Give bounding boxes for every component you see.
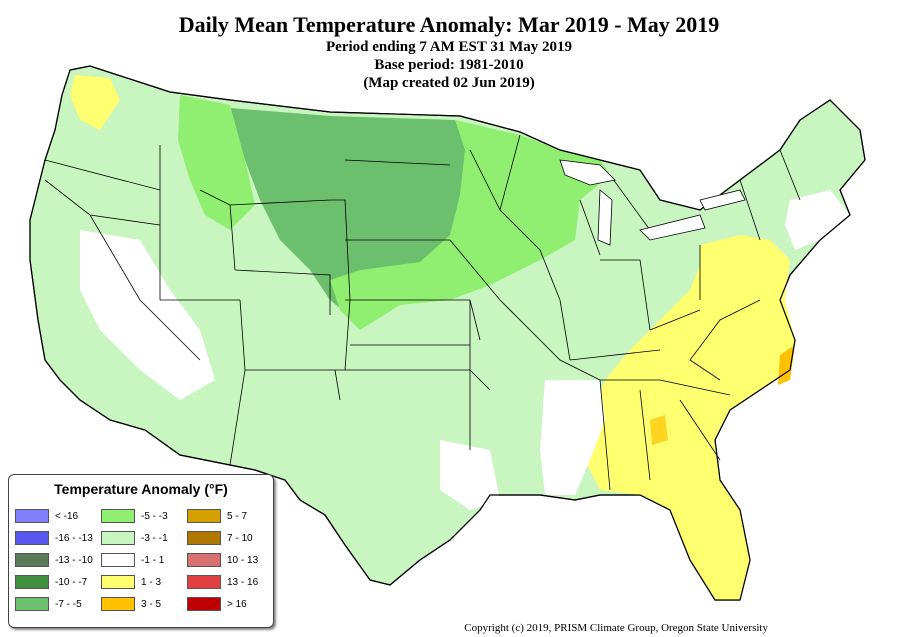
legend-swatch	[187, 509, 221, 523]
legend-item: 7 - 10	[187, 531, 253, 545]
legend-item: -1 - 1	[101, 553, 164, 567]
legend-label: 7 - 10	[227, 532, 253, 544]
legend-label: > 16	[227, 598, 247, 610]
created-line: (Map created 02 Jun 2019)	[363, 75, 535, 91]
legend-label: 5 - 7	[227, 510, 248, 522]
legend-label: -3 - -1	[141, 532, 168, 544]
state-boundaries	[44, 134, 801, 491]
region-northwest-green	[178, 95, 255, 230]
legend-title: Temperature Anomaly (°F)	[54, 481, 228, 497]
period-line: Period ending 7 AM EST 31 May 2019	[326, 39, 572, 55]
legend-label: -7 - -5	[55, 598, 82, 610]
legend-item: -16 - -13	[15, 531, 93, 545]
region-georgia-orange	[650, 415, 668, 445]
legend-swatch	[101, 531, 135, 545]
region-new-england-normal	[785, 190, 850, 250]
legend-swatch	[15, 553, 49, 567]
legend-label: 10 - 13	[227, 554, 259, 566]
great-lakes	[559, 159, 746, 246]
legend-swatch	[187, 531, 221, 545]
legend-label: -5 - -3	[141, 510, 168, 522]
legend-swatch	[15, 575, 49, 589]
legend-item: > 16	[187, 597, 247, 611]
legend-item: 3 - 5	[101, 597, 161, 611]
region-upper-midwest	[330, 120, 610, 330]
region-southwest-normal	[80, 230, 215, 400]
legend-swatch	[101, 597, 135, 611]
us-outline	[29, 65, 866, 601]
copyright: Copyright (c) 2019, PRISM Climate Group,…	[464, 622, 768, 634]
base-period-line: Base period: 1981-2010	[374, 57, 524, 73]
legend-swatch	[187, 553, 221, 567]
legend-label: < -16	[55, 510, 79, 522]
legend-swatch	[187, 575, 221, 589]
region-texas-normal	[440, 440, 500, 510]
legend-item: -10 - -7	[15, 575, 87, 589]
legend-label: 3 - 5	[141, 598, 162, 610]
legend-item: -5 - -3	[101, 509, 168, 523]
legend-label: -16 - -13	[55, 532, 93, 544]
legend-item: -13 - -10	[15, 553, 93, 567]
legend-swatch	[101, 575, 135, 589]
legend-item: -7 - -5	[15, 597, 82, 611]
legend-item: 13 - 16	[187, 575, 258, 589]
legend: Temperature Anomaly (°F) < -16 -16 - -13 -…	[8, 474, 274, 628]
legend-item: 1 - 3	[101, 575, 161, 589]
legend-label: -13 - -10	[55, 554, 93, 566]
legend-swatch	[101, 509, 135, 523]
legend-label: -1 - 1	[141, 554, 165, 566]
legend-swatch	[101, 553, 135, 567]
region-southeast-warm	[585, 235, 795, 600]
header: Daily Mean Temperature Anomaly: Mar 2019…	[0, 12, 898, 92]
legend-item: -3 - -1	[101, 531, 168, 545]
legend-label: -10 - -7	[55, 576, 88, 588]
legend-label: 1 - 3	[141, 576, 162, 588]
legend-item: 5 - 7	[187, 509, 247, 523]
legend-swatch	[15, 531, 49, 545]
legend-swatch	[15, 509, 49, 523]
legend-label: 13 - 16	[227, 576, 259, 588]
legend-item: < -16	[15, 509, 78, 523]
region-pnw-warm	[70, 75, 120, 130]
legend-swatch	[15, 597, 49, 611]
map-title: Daily Mean Temperature Anomaly: Mar 2019…	[178, 12, 720, 37]
legend-item: 10 - 13	[187, 553, 258, 567]
region-mississippi-normal	[540, 380, 605, 495]
legend-swatch	[187, 597, 221, 611]
